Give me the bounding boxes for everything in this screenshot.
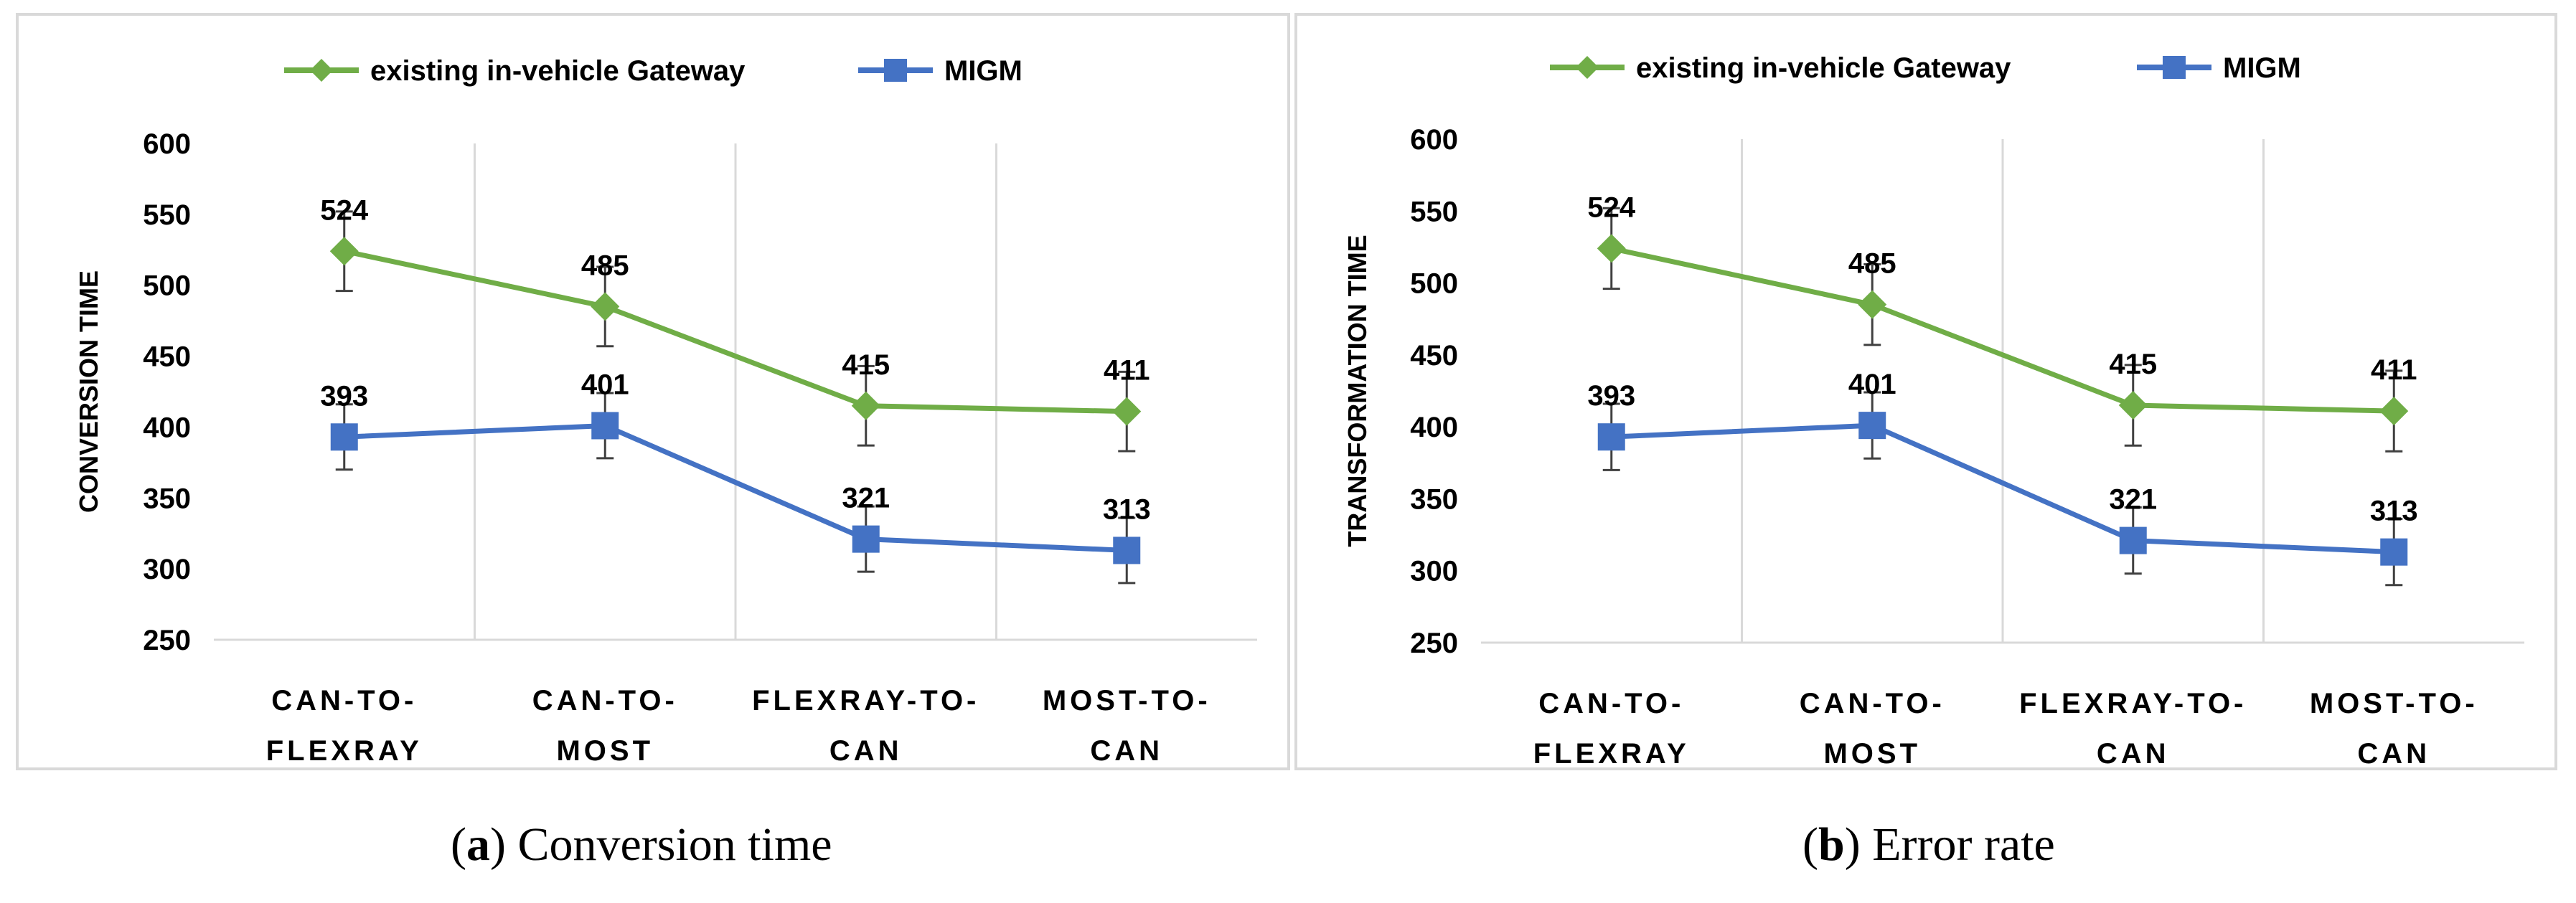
data-point [329,237,359,266]
series-line [1611,422,2394,555]
caption-b: (b) Error rate [1802,818,2055,871]
x-tick-label: FLEXRAY-TO- [752,685,979,717]
data-point [1858,412,1886,440]
legend-marker [1576,56,1599,79]
y-tick-label: 450 [143,341,191,373]
data-label: 401 [581,369,629,400]
data-label: 411 [1104,355,1150,387]
legend-label: MIGM [944,55,1023,87]
series-gateway: 524 485 415 411 [1587,192,2417,453]
y-tick-label: 400 [143,412,191,443]
data-label: 401 [1848,369,1896,400]
x-tick-label: FLEXRAY-TO- [2019,688,2247,719]
data-label: 415 [842,349,890,381]
data-label: 524 [320,194,368,226]
y-tick-label: 550 [1410,196,1458,227]
x-tick-label: MOST [1823,738,1921,770]
x-tick-label: CAN-TO- [1800,688,1945,719]
legend-label: existing in-vehicle Gateway [1636,52,2011,84]
data-point [2379,397,2409,426]
y-axis-title: TRANSFORMATION TIME [1343,235,1372,547]
y-axis-title: CONVERSION TIME [74,270,103,513]
y-tick-label: 450 [1410,340,1458,372]
data-point [1597,423,1625,451]
data-label: 313 [2370,496,2418,527]
data-point [1113,536,1141,564]
data-point [2119,526,2147,554]
y-tick-label: 600 [143,128,191,160]
series-line [344,422,1127,553]
x-tick-label: MOST [556,735,654,767]
y-tick-label: 250 [143,625,191,656]
series-gateway: 524 485 415 411 [320,194,1150,453]
x-tick-label: FLEXRAY [266,735,423,767]
x-tick-label: MOST-TO- [1043,685,1211,717]
data-point [1112,397,1142,426]
data-label: 415 [2109,349,2157,380]
data-label: 485 [581,250,629,281]
x-tick-label: CAN [1090,735,1163,767]
data-label: 313 [1103,493,1151,525]
series-migm: 393 401 321 313 [1587,369,2418,587]
y-tick-label: 350 [1410,483,1458,515]
data-point [591,412,619,440]
y-tick-label: 250 [1410,628,1458,659]
y-tick-label: 550 [143,199,191,231]
caption-a-text: Conversion time [517,818,832,871]
data-label: 393 [320,380,368,412]
chart-panel-b: 250 300 350 400 450 500 550 600 TRANSFORMATION T… [1294,13,2557,770]
chart-b: 250 300 350 400 450 500 550 600 TRANSFORMATION T… [1343,52,2524,770]
x-tick-label: FLEXRAY [1533,738,1690,770]
x-tick-label: CAN-TO- [1538,688,1684,719]
chart-a: 250 300 350 400 450 500 550 600 CONVERSION TIME C… [74,55,1257,767]
series-line [1611,246,2394,414]
data-point [330,423,358,451]
data-label: 321 [842,483,890,514]
caption-b-letter: b [1818,818,1845,871]
y-tick-label: 600 [1410,124,1458,156]
legend-label: existing in-vehicle Gateway [370,55,746,87]
y-tick-label: 350 [143,483,191,514]
legend-marker [2163,56,2186,79]
data-label: 321 [2109,484,2157,516]
legend-marker [884,59,907,82]
data-point [1597,234,1626,263]
series-migm: 393 401 321 313 [320,369,1151,585]
y-tick-label: 500 [143,270,191,302]
data-label: 393 [1587,380,1635,412]
caption-a: (a) Conversion time [451,818,832,871]
x-tick-label: CAN [2357,738,2430,770]
series-line [344,248,1127,415]
data-point [591,292,620,321]
y-tick-label: 300 [143,554,191,585]
legend-label: MIGM [2223,52,2301,84]
legend-marker [310,59,333,82]
data-point [1858,290,1887,319]
x-tick-label: MOST-TO- [2310,688,2478,719]
data-point [2118,391,2148,420]
y-tick-label: 500 [1410,268,1458,300]
x-tick-label: CAN [2097,738,2170,770]
x-tick-label: CAN-TO- [271,685,417,717]
y-tick-label: 300 [1410,556,1458,587]
caption-b-text: Error rate [1872,818,2055,871]
data-label: 411 [2371,354,2417,386]
data-point [851,391,880,420]
data-label: 524 [1587,192,1635,223]
y-tick-label: 400 [1410,412,1458,443]
data-label: 485 [1848,248,1896,280]
data-point [2380,538,2408,566]
chart-panel-a: 250 300 350 400 450 500 550 600 CONVERSION TIME C… [16,13,1290,770]
x-tick-label: CAN [829,735,903,767]
x-tick-label: CAN-TO- [532,685,678,717]
data-point [852,525,880,553]
caption-a-letter: a [466,818,490,871]
